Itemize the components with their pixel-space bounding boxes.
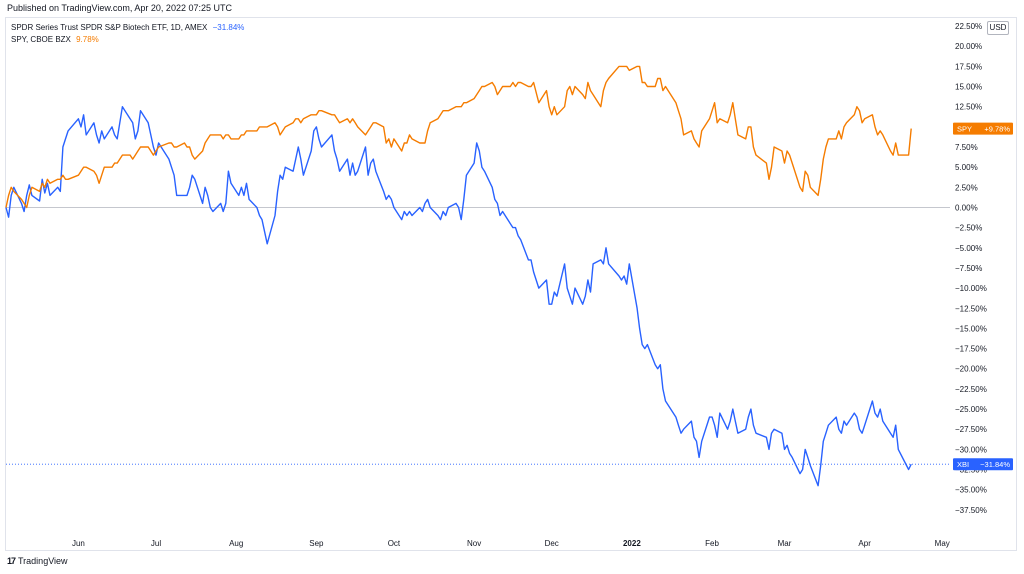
badge-value-spy: +9.78% <box>984 125 1010 134</box>
badge-value-xbi: −31.84% <box>980 460 1010 469</box>
badge-xbi: XBI −31.84% <box>953 458 1013 471</box>
series-line-spy[interactable] <box>5 65 912 209</box>
y-tick-label: −35.00% <box>955 486 987 495</box>
legend-label-spy: SPY, CBOE BZX <box>11 35 71 44</box>
chart-frame <box>5 17 1017 551</box>
y-tick-label: −30.00% <box>955 445 987 454</box>
y-tick-label: −10.00% <box>955 284 987 293</box>
y-tick-label: 0.00% <box>955 203 978 212</box>
currency-button[interactable]: USD <box>987 21 1009 35</box>
y-tick-label: 20.00% <box>955 42 982 51</box>
series-line-xbi[interactable] <box>5 106 912 487</box>
y-tick-label: −7.50% <box>955 264 982 273</box>
x-tick-label: Apr <box>858 539 871 548</box>
x-tick-label: Dec <box>545 539 559 548</box>
x-tick-label: Feb <box>705 539 719 548</box>
badge-symbol-spy: SPY <box>957 125 972 134</box>
legend-row-xbi[interactable]: SPDR Series Trust SPDR S&P Biotech ETF, … <box>11 22 244 34</box>
y-tick-label: 5.00% <box>955 163 978 172</box>
y-tick-label: 17.50% <box>955 62 982 71</box>
x-tick-label: Jun <box>72 539 85 548</box>
legend-row-spy[interactable]: SPY, CBOE BZX 9.78% <box>11 34 244 46</box>
x-tick-label: Oct <box>388 539 401 548</box>
footer-brand[interactable]: 17 TradingView <box>7 556 68 566</box>
y-tick-label: 7.50% <box>955 143 978 152</box>
published-note: Published on TradingView.com, Apr 20, 20… <box>7 3 232 13</box>
price-scale[interactable]: 22.50%20.00%17.50%15.00%12.50%10.00%7.50… <box>955 22 987 515</box>
x-tick-label: Aug <box>229 539 243 548</box>
series-layer <box>5 65 912 487</box>
time-scale[interactable]: Jun Jul Aug Sep Oct Nov Dec 2022 Feb Mar Apr May <box>72 539 950 548</box>
legend-value-spy: 9.78% <box>76 35 99 44</box>
y-tick-label: −15.00% <box>955 324 987 333</box>
y-tick-label: −22.50% <box>955 385 987 394</box>
x-tick-label: Sep <box>309 539 324 548</box>
y-tick-label: −27.50% <box>955 425 987 434</box>
x-tick-label: Nov <box>467 539 481 548</box>
badge-symbol-xbi: XBI <box>957 460 969 469</box>
x-tick-label: Jul <box>151 539 161 548</box>
y-tick-label: −17.50% <box>955 345 987 354</box>
y-tick-label: −2.50% <box>955 224 982 233</box>
legend-value-xbi: −31.84% <box>212 23 245 32</box>
y-tick-label: 12.50% <box>955 103 982 112</box>
footer-brand-text: TradingView <box>18 556 68 566</box>
y-tick-label: 15.00% <box>955 83 982 92</box>
badge-spy: SPY +9.78% <box>953 122 1013 135</box>
y-tick-label: −25.00% <box>955 405 987 414</box>
y-tick-label: −5.00% <box>955 244 982 253</box>
y-tick-label: −12.50% <box>955 304 987 313</box>
x-tick-label: 2022 <box>623 539 641 548</box>
x-tick-label: May <box>935 539 950 548</box>
x-tick-label: Mar <box>778 539 792 548</box>
y-tick-label: −20.00% <box>955 365 987 374</box>
legend-label-xbi: SPDR Series Trust SPDR S&P Biotech ETF, … <box>11 23 208 32</box>
y-tick-label: −37.50% <box>955 506 987 515</box>
tradingview-logo-icon: 17 <box>7 556 16 566</box>
y-tick-label: 22.50% <box>955 22 982 31</box>
y-tick-label: 2.50% <box>955 183 978 192</box>
chart-legend: SPDR Series Trust SPDR S&P Biotech ETF, … <box>11 22 244 46</box>
last-value-badges: XBI −31.84% SPY +9.78% <box>953 122 1013 471</box>
